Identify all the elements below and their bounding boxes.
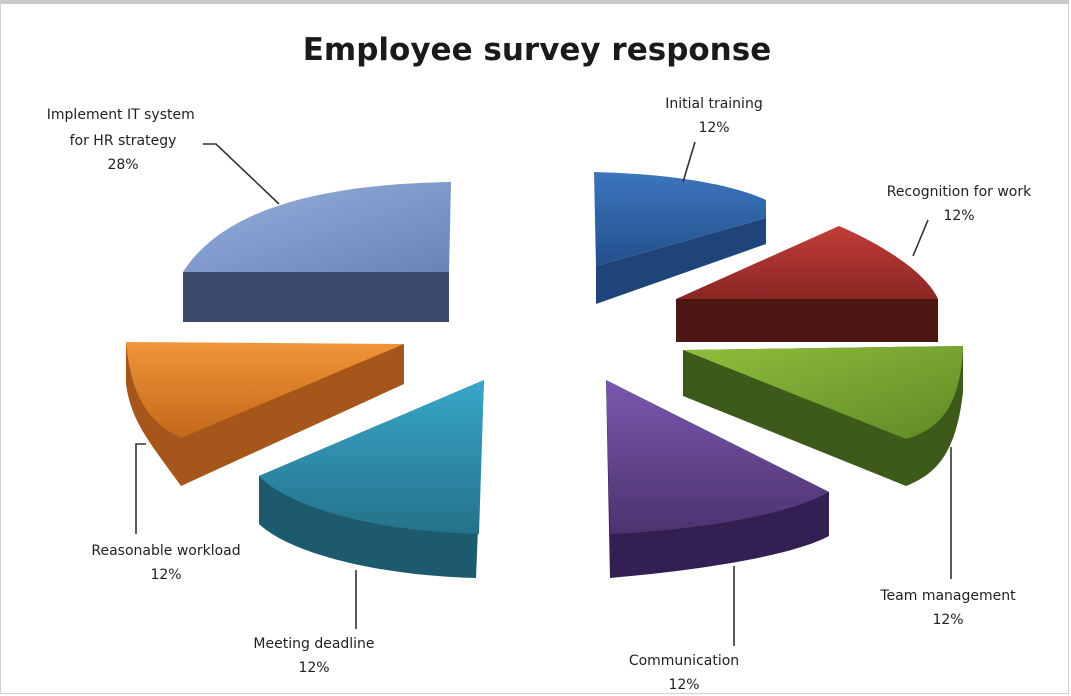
slice-label-reasonable-workload: Reasonable workload xyxy=(91,543,240,559)
slice-label-recognition-for-work: Recognition for work xyxy=(887,184,1032,200)
leader-line-initial-training xyxy=(682,141,696,183)
leader-line-recognition-for-work xyxy=(912,219,929,257)
chart-title: Employee survey response xyxy=(303,32,771,68)
slice-value-meeting-deadline: 12% xyxy=(298,660,329,676)
pie-slice-meeting-deadline xyxy=(259,380,484,578)
slice-label-team-management: Team management xyxy=(879,588,1016,604)
slice-label-implement-it-system: Implement IT system for HR strategy xyxy=(47,107,199,149)
slice-label-initial-training: Initial training xyxy=(665,96,762,112)
slice-value-reasonable-workload: 12% xyxy=(150,567,181,583)
slice-value-recognition-for-work: 12% xyxy=(943,208,974,224)
pie-slice-initial-training xyxy=(594,172,766,304)
pie-slice-reasonable-workload xyxy=(126,342,404,486)
pie-slice-team-management xyxy=(683,346,963,486)
pie-slice-communication xyxy=(606,380,829,578)
pie-slice-implement-it-system xyxy=(183,182,451,322)
pie-slice-recognition-for-work xyxy=(676,226,938,342)
slice-value-team-management: 12% xyxy=(932,612,963,628)
slice-label-communication: Communication xyxy=(629,653,739,669)
slice-value-initial-training: 12% xyxy=(698,120,729,136)
slice-label-meeting-deadline: Meeting deadline xyxy=(253,636,374,652)
pie-chart: Employee survey response xyxy=(47,32,1032,693)
slice-value-communication: 12% xyxy=(668,677,699,693)
leader-line-implement-it-system xyxy=(203,143,280,205)
leader-line-reasonable-workload xyxy=(135,443,146,534)
slice-value-implement-it-system: 28% xyxy=(107,157,138,173)
